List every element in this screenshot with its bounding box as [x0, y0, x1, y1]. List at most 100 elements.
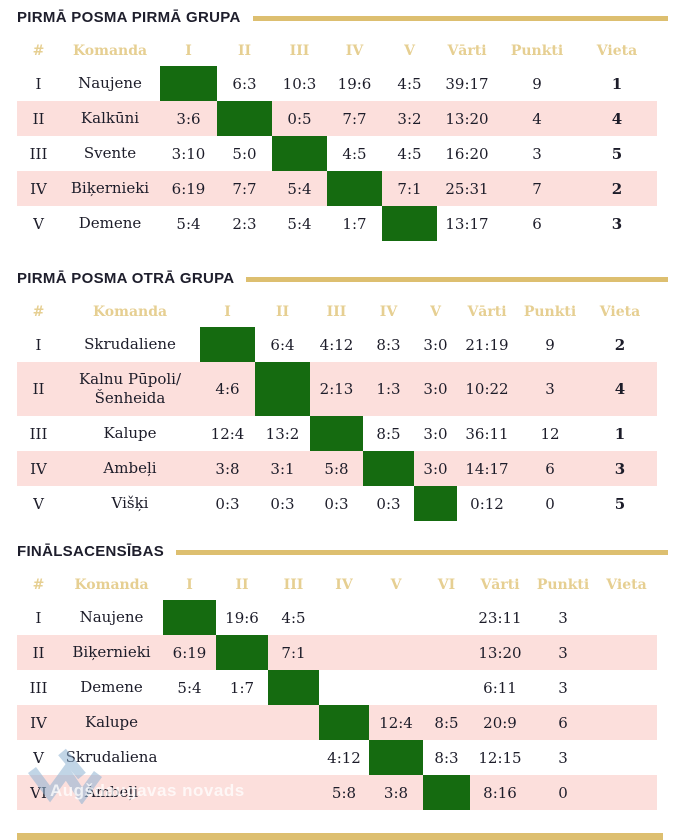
score-cell	[163, 775, 216, 810]
goals-cell: 23:11	[478, 608, 522, 627]
place-cell: 5	[611, 144, 623, 163]
score-cell: 3:8	[215, 459, 240, 478]
score-cell: 4:12	[327, 748, 361, 767]
score-cell: 4:5	[281, 608, 306, 627]
points-cell: 0	[558, 783, 568, 802]
place-cell: 3	[614, 459, 626, 478]
diagonal-cell	[268, 670, 319, 705]
points-cell: 4	[532, 109, 542, 128]
column-header: II	[275, 304, 290, 320]
score-cell: 5:8	[331, 783, 357, 802]
points-cell: 6	[558, 713, 568, 732]
points-cell: 3	[532, 144, 542, 163]
column-header: Vārti	[480, 577, 520, 593]
team-cell: Biķernieki	[72, 643, 151, 661]
column-header: V	[390, 577, 402, 593]
column-header: #	[32, 577, 45, 593]
section-title: FINĀLSACENSĪBAS	[17, 543, 165, 560]
score-cell: 12:4	[379, 713, 413, 732]
place-cell: 4	[614, 380, 626, 398]
goals-cell: 13:20	[445, 109, 489, 128]
rank-cell: III	[29, 424, 48, 443]
column-header: Vieta	[596, 43, 638, 59]
team-cell: Skrudaliene	[84, 335, 176, 353]
points-cell: 3	[558, 608, 568, 627]
rank-cell: V	[33, 494, 44, 513]
score-cell: 7:7	[342, 109, 367, 128]
section-header: PIRMĀ POSMA PIRMĀ GRUPA	[17, 9, 668, 27]
score-cell: 5:4	[287, 214, 312, 233]
team-cell: Demene	[78, 214, 142, 232]
section-first-stage-group1: PIRMĀ POSMA PIRMĀ GRUPA # Komanda I II III IV…	[17, 9, 668, 241]
score-cell: 7:1	[397, 179, 422, 198]
score-cell	[319, 600, 369, 635]
goals-cell: 10:22	[465, 380, 509, 398]
score-cell: 1:7	[229, 678, 255, 697]
table-row: III Demene 5:4 1:7 6:11 3	[17, 670, 657, 705]
table-row: I Naujene 19:6 4:5 23:11 3	[17, 600, 657, 635]
score-cell	[216, 740, 268, 775]
column-header: Vārti	[447, 43, 487, 59]
column-header: Komanda	[72, 43, 148, 59]
score-cell: 8:3	[434, 748, 459, 767]
team-cell: Višķi	[111, 494, 149, 512]
score-cell: 10:3	[282, 74, 317, 93]
diagonal-cell	[423, 775, 470, 810]
score-cell: 13:2	[265, 424, 300, 443]
table-row: II Kalnu Pūpoli/ Šenheida 4:6 2:13 1:3 3:0 10:…	[17, 362, 657, 416]
points-cell: 6	[545, 459, 555, 478]
column-header: Punkti	[523, 304, 577, 320]
rank-cell: VI	[30, 783, 47, 802]
rank-cell: II	[32, 643, 45, 662]
table-row: IV Biķernieki 6:19 7:7 5:4 7:1 25:31 7 2	[17, 171, 657, 206]
table-row: IV Kalupe 12:4 8:5 20:9 6	[17, 705, 657, 740]
score-cell: 8:5	[376, 424, 401, 443]
score-cell: 3:1	[270, 459, 295, 478]
score-cell: 6:19	[172, 643, 207, 662]
diagonal-cell	[414, 486, 457, 521]
score-cell: 3:0	[423, 459, 448, 478]
diagonal-cell	[200, 327, 255, 362]
score-cell: 4:12	[319, 335, 354, 354]
points-cell: 12	[540, 424, 560, 443]
section-title: PIRMĀ POSMA OTRĀ GRUPA	[17, 270, 235, 287]
diagonal-cell	[310, 416, 363, 451]
rank-cell: V	[33, 748, 44, 767]
team-cell: Ambeļi	[103, 459, 157, 477]
place-cell	[596, 705, 657, 740]
score-cell: 1:3	[376, 380, 401, 398]
header-row: # Komanda I II III IV V Vārti Punkti Vieta	[17, 297, 657, 327]
column-header: Vārti	[467, 304, 507, 320]
score-cell: 6:4	[270, 335, 295, 354]
score-cell: 3:6	[176, 109, 201, 128]
team-cell: Skrudaliena	[65, 748, 158, 766]
score-cell: 12:4	[210, 424, 245, 443]
score-cell: 19:6	[225, 608, 259, 627]
team-cell: Ambeļi	[84, 783, 139, 801]
column-header: III	[326, 304, 347, 320]
column-header: #	[32, 304, 45, 320]
goals-cell: 6:11	[483, 678, 517, 697]
score-cell: 4:6	[215, 380, 240, 398]
column-header: Punkti	[510, 43, 564, 59]
table-row: II Biķernieki 6:19 7:1 13:20 3	[17, 635, 657, 670]
place-cell: 1	[614, 424, 626, 443]
goals-cell: 36:11	[465, 424, 509, 443]
score-cell: 3:0	[423, 424, 448, 443]
score-cell: 0:3	[270, 494, 295, 513]
team-cell: Svente	[83, 144, 137, 162]
team-cell: Demene	[80, 678, 143, 696]
score-cell	[423, 600, 470, 635]
score-cell	[369, 670, 423, 705]
diagonal-cell	[363, 451, 414, 486]
score-cell: 6:3	[232, 74, 257, 93]
score-cell: 0:3	[215, 494, 240, 513]
column-header: I	[224, 304, 231, 320]
place-cell: 3	[611, 214, 623, 233]
goals-cell: 14:17	[465, 459, 509, 478]
standings-table-finals: # Komanda I II III IV V VI Vārti Punkti Vieta I Nauj…	[17, 570, 657, 810]
points-cell: 7	[532, 179, 542, 198]
score-cell: 6:19	[171, 179, 206, 198]
column-header: IV	[345, 43, 364, 59]
diagonal-cell	[327, 171, 382, 206]
